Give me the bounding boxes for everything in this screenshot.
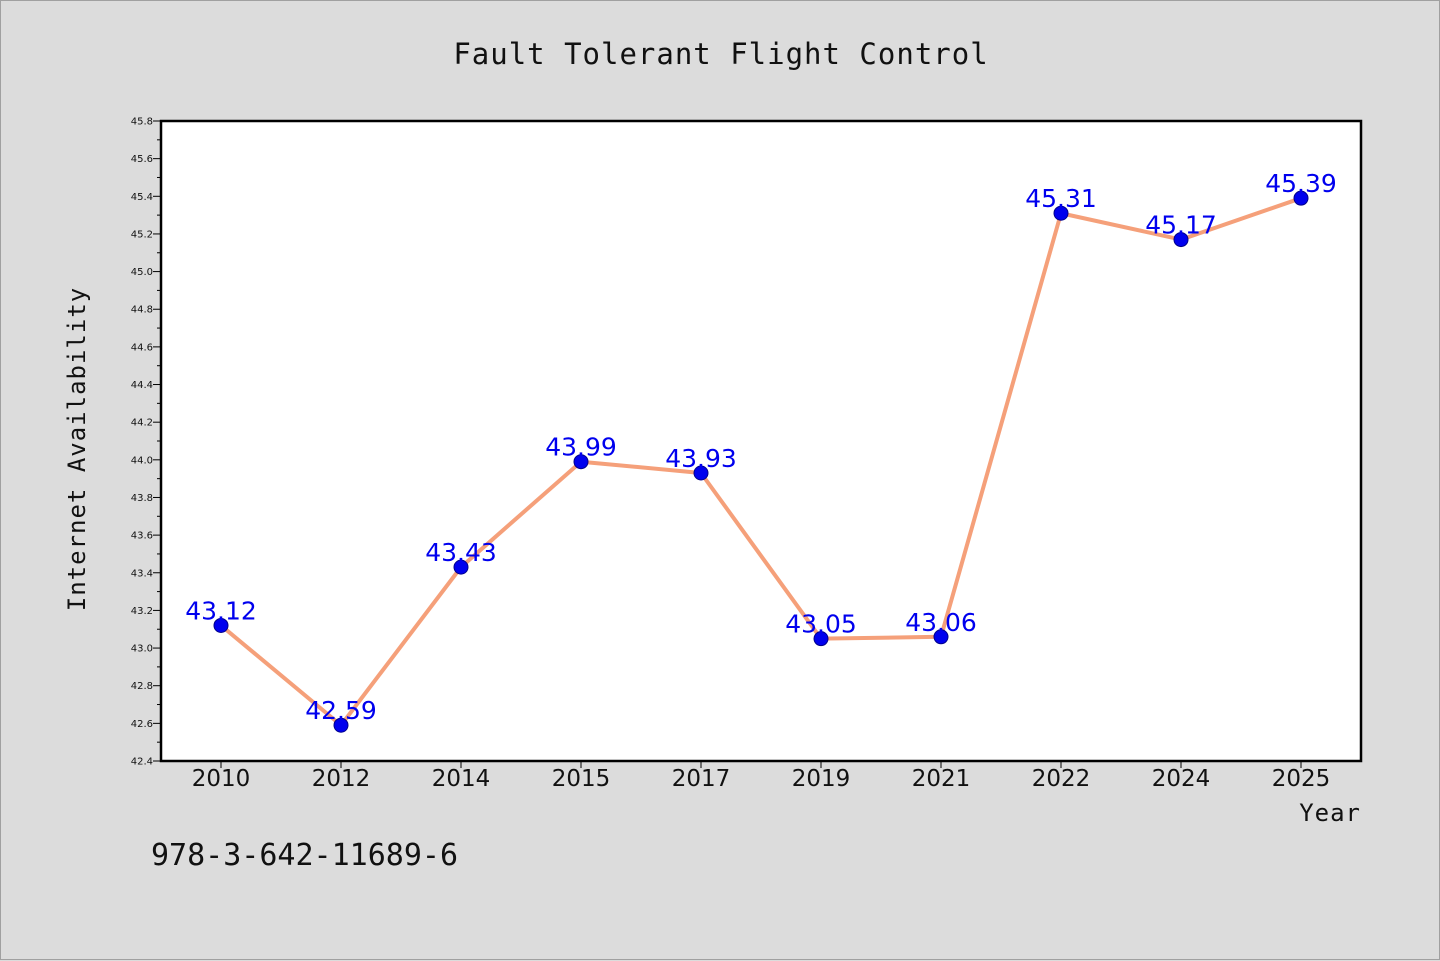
data-label: 43.93	[665, 444, 737, 473]
data-point	[333, 717, 349, 733]
data-label: 45.31	[1025, 184, 1097, 213]
y-tick-label: 43.4	[131, 568, 153, 579]
y-tick-label: 45.8	[131, 117, 153, 128]
y-tick-label: 43.6	[131, 531, 153, 542]
chart-title: Fault Tolerant Flight Control	[453, 37, 988, 71]
plot-area	[161, 121, 1361, 761]
y-tick-label: 42.8	[131, 681, 153, 692]
x-axis-label: Year	[1299, 799, 1361, 827]
y-tick-label: 44.2	[131, 418, 153, 429]
series-line	[219, 196, 1302, 728]
x-axis: 2010 2012 2014 2015 2017 2019 2021 2022 2024 2025	[192, 761, 1331, 792]
x-tick-label: 2019	[792, 766, 851, 792]
data-point	[1293, 190, 1309, 206]
data-label: 43.06	[905, 608, 977, 637]
y-tick-label: 45.4	[131, 192, 153, 203]
series-line-group	[213, 190, 1309, 733]
data-point	[453, 559, 469, 575]
data-point	[213, 617, 229, 633]
data-label: 43.05	[785, 610, 857, 639]
data-label: 45.17	[1145, 211, 1217, 240]
data-label-group: 43.12 42.59 43.43 43.99 43.93 43.05 43.06 45.31…	[185, 169, 1337, 725]
y-tick-label: 43.0	[131, 644, 153, 655]
isbn-text: 978-3-642-11689-6	[151, 838, 458, 873]
data-point	[813, 631, 829, 647]
data-point	[933, 629, 949, 645]
y-axis-label: Internet Availability	[63, 287, 91, 611]
x-tick-label: 2012	[312, 766, 371, 792]
x-tick-label: 2010	[192, 766, 251, 792]
data-label: 43.99	[545, 433, 617, 462]
y-tick-label: 44.4	[131, 380, 153, 391]
y-tick-label: 45.0	[131, 267, 153, 278]
y-tick-label: 45.6	[131, 154, 153, 165]
x-tick-label: 2024	[1152, 766, 1211, 792]
y-tick-label: 43.8	[131, 493, 153, 504]
data-label: 43.43	[425, 538, 497, 567]
data-label: 43.12	[185, 596, 257, 625]
x-tick-label: 2014	[432, 766, 491, 792]
plot-border	[159, 119, 1363, 763]
data-point	[1053, 205, 1069, 221]
x-tick-label: 2025	[1272, 766, 1331, 792]
y-tick-label: 42.6	[131, 719, 153, 730]
data-label: 45.39	[1265, 169, 1337, 198]
data-point	[693, 465, 709, 481]
x-tick-label: 2017	[672, 766, 731, 792]
y-tick-label: 44.8	[131, 305, 153, 316]
x-tick-label: 2022	[1032, 766, 1091, 792]
y-tick-label: 42.4	[131, 757, 153, 768]
x-tick-label: 2015	[552, 766, 611, 792]
data-point	[1173, 232, 1189, 248]
data-label: 42.59	[305, 696, 377, 725]
y-tick-label: 44.0	[131, 455, 153, 466]
y-tick-label: 45.2	[131, 229, 153, 240]
x-tick-label: 2021	[912, 766, 971, 792]
y-tick-label: 43.2	[131, 606, 153, 617]
y-axis: 42.4 42.6 42.8 43.0 43.2 43.4 43.6 43.8 44.0 44.2…	[131, 117, 161, 768]
data-point	[573, 454, 589, 470]
y-tick-label: 44.6	[131, 342, 153, 353]
